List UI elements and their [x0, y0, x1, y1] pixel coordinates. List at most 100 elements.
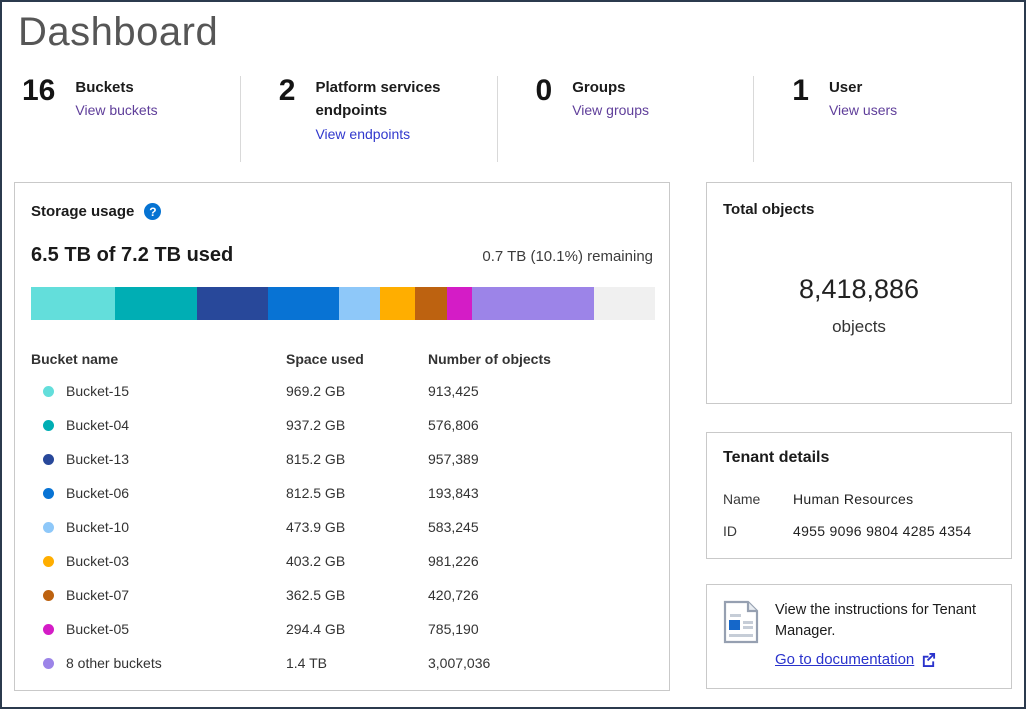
stat-value: 2	[278, 74, 296, 107]
space-used-cell: 403.2 GB	[286, 553, 346, 569]
stat-body: Platform services endpoints View endpoint…	[315, 76, 465, 142]
stat-body: User View users	[829, 76, 897, 118]
documentation-text: View the instructions for Tenant Manager…	[775, 602, 976, 640]
total-objects-title: Total objects	[723, 201, 815, 218]
bucket-name: Bucket-13	[66, 451, 130, 467]
bar-segment-bucket-07[interactable]	[414, 287, 447, 320]
bucket-color-dot	[43, 385, 54, 397]
bar-segment-bucket-10[interactable]	[338, 287, 380, 320]
total-objects-panel: Total objects 8,418,886 objects	[706, 182, 1012, 404]
number-of-objects-cell: 785,190	[428, 621, 479, 637]
stat-buckets: 16 Buckets View buckets	[18, 76, 240, 162]
number-of-objects-cell: 583,245	[428, 519, 479, 535]
total-objects-value: 8,418,886	[798, 274, 920, 304]
bar-segment-bucket-05[interactable]	[446, 287, 473, 320]
bucket-color-dot	[43, 657, 54, 669]
table-row-bucket-10: Bucket-10 473.9 GB 583,245	[31, 510, 653, 544]
view-buckets-link[interactable]: View buckets	[75, 102, 158, 119]
view-groups-link[interactable]: View groups	[572, 102, 649, 119]
storage-usage-panel: Storage usage ? 6.5 TB of 7.2 TB used 0.…	[14, 182, 670, 691]
bar-segment-bucket-06[interactable]	[267, 287, 339, 320]
stat-label: Groups	[572, 79, 626, 96]
view-endpoints-link[interactable]: View endpoints	[315, 125, 411, 142]
stat-body: Buckets View buckets	[75, 76, 157, 118]
bucket-name-cell: Bucket-05	[31, 621, 286, 637]
stat-label: User	[828, 79, 863, 96]
table-row-bucket-13: Bucket-13 815.2 GB 957,389	[31, 442, 653, 476]
stat-label: Platform services endpoints	[315, 79, 441, 120]
tenant-detail-value: Human Resources	[793, 491, 914, 507]
bucket-name-cell: Bucket-10	[31, 519, 286, 535]
space-used-cell: 294.4 GB	[286, 621, 346, 637]
bucket-table: Bucket name Space used Number of objects…	[31, 344, 653, 680]
tenant-detail-label: ID	[723, 523, 737, 539]
space-used-cell: 1.4 TB	[286, 655, 327, 671]
stat-value: 0	[535, 74, 553, 107]
total-objects-unit: objects	[832, 317, 886, 336]
help-icon[interactable]: ?	[144, 203, 162, 220]
bucket-name: Bucket-05	[66, 621, 130, 637]
stat-user: 1 User View users	[753, 76, 1010, 162]
stat-label: Buckets	[75, 79, 134, 96]
number-of-objects-cell: 420,726	[428, 587, 479, 603]
bucket-name-cell: 8 other buckets	[31, 655, 286, 671]
bucket-color-dot	[43, 419, 54, 431]
number-of-objects-cell: 981,226	[428, 553, 479, 569]
space-used-cell: 937.2 GB	[286, 417, 346, 433]
space-used-cell: 815.2 GB	[286, 451, 346, 467]
go-to-documentation-link[interactable]: Go to documentation	[775, 651, 915, 669]
bar-segment-8-other-buckets[interactable]	[472, 287, 594, 320]
column-header-bucket-name: Bucket name	[31, 351, 119, 367]
bucket-name: Bucket-10	[66, 519, 130, 535]
number-of-objects-cell: 3,007,036	[428, 655, 491, 671]
space-used-cell: 969.2 GB	[286, 383, 346, 399]
bar-segment-remaining[interactable]	[593, 287, 655, 320]
storage-used-text: 6.5 TB of 7.2 TB used	[31, 244, 234, 266]
bucket-color-dot	[43, 555, 54, 567]
tenant-detail-row-id: ID 4955 9096 9804 4285 4354	[723, 515, 995, 547]
bucket-name: Bucket-06	[66, 485, 130, 501]
bucket-color-dot	[43, 487, 54, 499]
tenant-detail-label: Name	[723, 491, 761, 507]
table-row-bucket-15: Bucket-15 969.2 GB 913,425	[31, 374, 653, 408]
column-header-number-of-objects: Number of objects	[428, 351, 551, 367]
bucket-name-cell: Bucket-03	[31, 553, 286, 569]
bucket-name: Bucket-03	[66, 553, 130, 569]
bucket-color-dot	[43, 589, 54, 601]
column-header-space-used: Space used	[286, 351, 364, 367]
bar-segment-bucket-15[interactable]	[31, 287, 116, 320]
number-of-objects-cell: 957,389	[428, 451, 479, 467]
bucket-name-cell: Bucket-04	[31, 417, 286, 433]
usage-summary: 6.5 TB of 7.2 TB used 0.7 TB (10.1%) rem…	[31, 244, 653, 267]
number-of-objects-cell: 193,843	[428, 485, 479, 501]
stat-platform-services-endpoints: 2 Platform services endpoints View endpoin…	[239, 74, 497, 162]
table-row-bucket-07: Bucket-07 362.5 GB 420,726	[31, 578, 653, 612]
bar-segment-bucket-13[interactable]	[196, 287, 268, 320]
storage-usage-header: Storage usage ?	[31, 203, 653, 220]
view-users-link[interactable]: View users	[828, 102, 898, 119]
table-row-8-other-buckets: 8 other buckets 1.4 TB 3,007,036	[31, 646, 653, 680]
bucket-name-cell: Bucket-15	[31, 383, 286, 399]
table-row-bucket-05: Bucket-05 294.4 GB 785,190	[31, 612, 653, 646]
bucket-name-cell: Bucket-13	[31, 451, 286, 467]
tenant-detail-row-name: Name Human Resources	[723, 483, 995, 515]
bucket-name-cell: Bucket-06	[31, 485, 286, 501]
bucket-color-dot	[43, 521, 54, 533]
number-of-objects-cell: 576,806	[428, 417, 479, 433]
table-row-bucket-03: Bucket-03 403.2 GB 981,226	[31, 544, 653, 578]
page-title: Dashboard	[18, 10, 219, 54]
storage-usage-title: Storage usage	[31, 203, 135, 220]
bar-segment-bucket-04[interactable]	[115, 287, 197, 320]
storage-usage-bar	[31, 287, 655, 320]
bucket-name: 8 other buckets	[66, 655, 162, 671]
stat-value: 16	[22, 74, 56, 107]
stat-groups: 0 Groups View groups	[496, 74, 754, 162]
bar-segment-bucket-03[interactable]	[379, 287, 415, 320]
space-used-cell: 473.9 GB	[286, 519, 346, 535]
tenant-details-title: Tenant details	[723, 449, 830, 466]
bucket-color-dot	[43, 623, 54, 635]
stat-body: Groups View groups	[572, 76, 649, 118]
number-of-objects-cell: 913,425	[428, 383, 479, 399]
document-icon	[723, 600, 759, 649]
bucket-name: Bucket-15	[66, 383, 130, 399]
